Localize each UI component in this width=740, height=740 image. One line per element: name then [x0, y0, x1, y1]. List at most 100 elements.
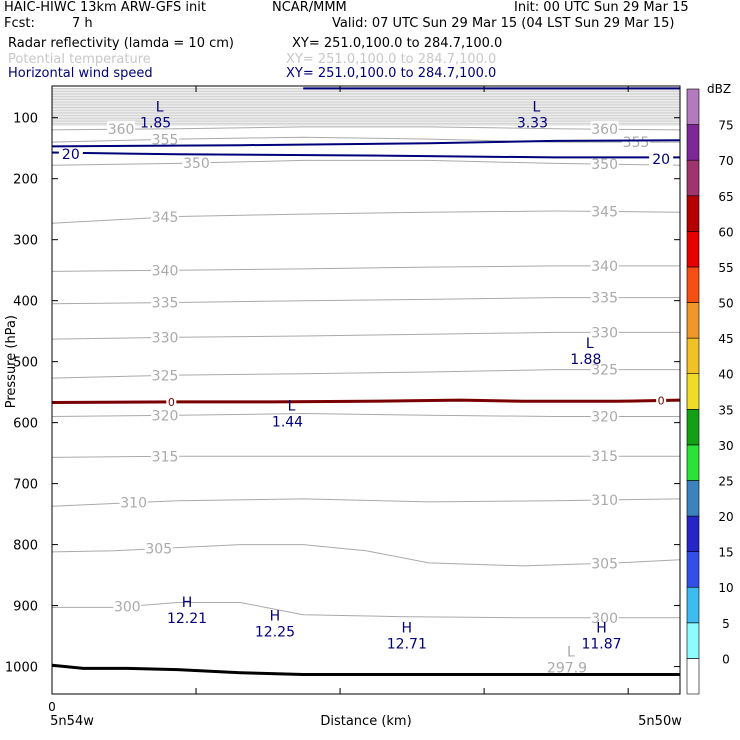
y-tick-label: 700	[13, 478, 38, 493]
theta-contour-320	[51, 412, 680, 417]
theta-label-bg	[590, 448, 619, 464]
y-tick-label: 100	[13, 112, 38, 127]
x-axis-title: Distance (km)	[320, 714, 411, 729]
theta-contour-label: 360	[108, 122, 135, 138]
extremum-value: 1.44	[272, 415, 303, 431]
theta-contour-label: 310	[120, 496, 147, 512]
theta-contour-label: 320	[591, 410, 618, 426]
forecast-label: Fcst:	[4, 16, 35, 31]
theta-label-bg	[590, 257, 619, 273]
freezing-level-label: 0	[658, 395, 665, 408]
wind-contour-label: 20	[652, 152, 670, 168]
theta-label-bg	[622, 134, 651, 150]
freezing-level-label: 0	[168, 396, 175, 409]
init-time: Init: 00 UTC Sun 29 Mar 15	[514, 0, 689, 15]
colorbar-swatch	[686, 551, 700, 588]
field-name-theta: Potential temperature	[8, 52, 151, 67]
wind-label-bg	[649, 149, 674, 166]
theta-label-bg	[113, 598, 142, 614]
colorbar-swatch	[686, 302, 700, 339]
theta-label-bg	[590, 609, 619, 625]
theta-label-bg	[590, 156, 619, 172]
wind-contour	[51, 139, 681, 148]
model-title: HAIC-HIWC 13km ARW-GFS init	[4, 0, 206, 15]
colorbar-swatch	[686, 622, 700, 659]
wind-contour-label: 20	[62, 147, 80, 163]
valid-time: Valid: 07 UTC Sun 29 Mar 15 (04 LST Sun …	[332, 16, 675, 31]
wind-contour	[51, 151, 680, 159]
extremum-value: 297.9	[547, 660, 587, 676]
theta-contour-label: 310	[591, 493, 618, 509]
colorbar-swatch	[686, 515, 700, 552]
theta-contour-label: 315	[591, 449, 618, 465]
theta-label-bg	[590, 289, 619, 305]
theta-label-bg	[590, 121, 619, 137]
colorbar-level-label: 10	[718, 581, 733, 595]
theta-contour-label: 305	[591, 556, 618, 572]
theta-contour-label: 315	[152, 449, 179, 465]
colorbar-level-label: 15	[718, 546, 733, 560]
colorbar-level-label: 20	[718, 510, 733, 524]
theta-contour-label: 360	[591, 122, 618, 138]
colorbar-swatch	[686, 408, 700, 446]
colorbar-swatch	[686, 586, 700, 624]
colorbar-level-label: 5	[722, 617, 730, 631]
colorbar-swatch	[686, 159, 700, 197]
theta-label-bg	[144, 540, 173, 556]
theta-label-bg	[590, 203, 619, 219]
extremum-value: 12.25	[255, 624, 295, 640]
extremum-value: 1.85	[140, 115, 171, 131]
colorbar-level-label: 40	[718, 368, 733, 382]
colorbar-swatch	[686, 231, 700, 268]
theta-label-bg	[151, 407, 180, 423]
plot-frame	[51, 85, 681, 695]
extremum-l-marker: L	[586, 336, 594, 352]
theta-label-bg	[182, 154, 211, 170]
freezing-level-line	[51, 398, 681, 404]
x-right-location-label: 5n50w	[638, 714, 682, 729]
colorbar-level-label: 60	[718, 225, 733, 239]
extremum-h-marker: H	[182, 595, 193, 611]
freezing-label-bg	[656, 394, 667, 407]
y-tick-label: 900	[13, 600, 38, 615]
theta-contour-label: 355	[623, 135, 650, 151]
x-zero-label: 0	[48, 700, 56, 714]
colorbar-swatch	[686, 124, 700, 161]
y-tick-label: 600	[13, 417, 38, 432]
theta-contour-label: 320	[152, 408, 179, 424]
field-xy-wind: XY= 251.0,100.0 to 284.7,100.0	[286, 66, 497, 81]
theta-contour-label: 300	[591, 611, 618, 627]
theta-label-bg	[107, 121, 136, 137]
theta-label-bg	[151, 329, 180, 345]
y-tick-label: 400	[13, 295, 38, 310]
theta-contour-340	[51, 265, 680, 272]
extremum-l-marker: L	[156, 99, 164, 115]
theta-contour-300	[52, 602, 680, 619]
y-tick-label: 1000	[5, 661, 38, 676]
theta-contour-label: 335	[591, 291, 618, 307]
theta-label-bg	[151, 131, 180, 147]
theta-contour-label: 335	[152, 296, 179, 312]
theta-contour-label: 345	[152, 210, 179, 226]
y-tick-label: 300	[13, 234, 38, 249]
colorbar-level-label: 45	[718, 332, 733, 346]
colorbar-swatch	[686, 480, 700, 517]
theta-contour-label: 305	[145, 542, 172, 558]
theta-label-bg	[590, 555, 619, 571]
theta-label-bg	[151, 448, 180, 464]
theta-contour-label: 300	[114, 599, 141, 615]
theta-contour-label: 350	[183, 156, 210, 172]
colorbar-swatch	[686, 373, 700, 410]
theta-contour-label: 345	[591, 205, 618, 221]
colorbar-swatch	[686, 266, 700, 303]
y-axis-title: Pressure (hPa)	[4, 315, 19, 408]
colorbar-level-label: 25	[718, 474, 733, 488]
theta-label-bg	[151, 262, 180, 278]
theta-contour-label: 355	[152, 132, 179, 148]
theta-contour-315	[51, 455, 680, 458]
theta-contour-345	[51, 210, 681, 224]
colorbar-level-label: 35	[718, 403, 733, 417]
extremum-value: 11.87	[581, 637, 621, 653]
colorbar-level-label: 0	[722, 652, 730, 666]
